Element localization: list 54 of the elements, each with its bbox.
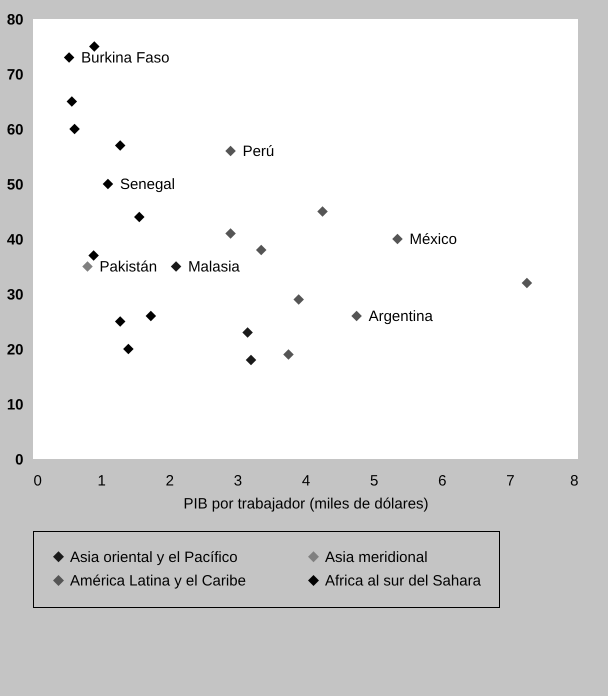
- point: [242, 327, 253, 338]
- point: [146, 310, 156, 322]
- point: [283, 349, 294, 360]
- legend-label: Asia oriental y el Pacífico: [70, 548, 238, 566]
- x-tick-label: 4: [302, 472, 310, 490]
- point: [225, 146, 236, 156]
- x-tick-label: 0: [34, 472, 42, 490]
- point: [82, 261, 93, 272]
- point: [123, 344, 134, 354]
- annotation: Perú: [242, 143, 274, 160]
- annotation: Burkina Faso: [81, 50, 170, 66]
- point: [89, 41, 100, 52]
- point: [66, 96, 78, 107]
- legend-label: América Latina y el Caribe: [70, 572, 246, 590]
- x-tick-label: 1: [97, 472, 106, 490]
- point: [69, 124, 80, 134]
- point: [134, 212, 145, 222]
- x-tick-label: 2: [166, 472, 174, 490]
- x-tick-label: 6: [438, 472, 446, 490]
- legend-label: Asia meridional: [325, 548, 428, 566]
- y-tick-label: 70: [6, 66, 24, 84]
- x-tick-label: 7: [506, 472, 515, 490]
- point: [225, 228, 236, 239]
- y-tick-label: 0: [15, 452, 24, 468]
- annotation: Argentina: [368, 308, 434, 325]
- point: [317, 206, 328, 217]
- y-tick-label: 20: [6, 342, 24, 358]
- y-tick-label: 80: [6, 12, 24, 28]
- y-tick-label: 50: [6, 176, 24, 194]
- point: [392, 234, 403, 244]
- point: [114, 316, 126, 327]
- point: [256, 244, 266, 256]
- annotation: Senegal: [120, 176, 175, 193]
- point: [64, 52, 74, 63]
- point: [114, 140, 126, 151]
- x-tick-label: 8: [570, 472, 578, 490]
- point: [170, 261, 182, 272]
- point: [246, 354, 256, 366]
- x-axis-title: PIB por trabajador (miles de dólares): [183, 496, 429, 512]
- point: [351, 310, 362, 322]
- y-tick-label: 60: [6, 122, 24, 138]
- y-tick-label: 10: [6, 396, 24, 414]
- y-tick-label: 40: [6, 232, 24, 248]
- y-tick-label: 30: [6, 286, 24, 304]
- point: [293, 294, 304, 305]
- legend-label: Africa al sur del Sahara: [325, 572, 482, 590]
- annotation: Malasia: [188, 258, 240, 276]
- x-tick-label: 5: [370, 472, 378, 490]
- point: [102, 178, 114, 190]
- annotation: México: [409, 231, 457, 248]
- point: [522, 278, 532, 288]
- x-tick-label: 3: [234, 472, 242, 490]
- annotation: Pakistán: [100, 258, 158, 276]
- point: [88, 250, 99, 261]
